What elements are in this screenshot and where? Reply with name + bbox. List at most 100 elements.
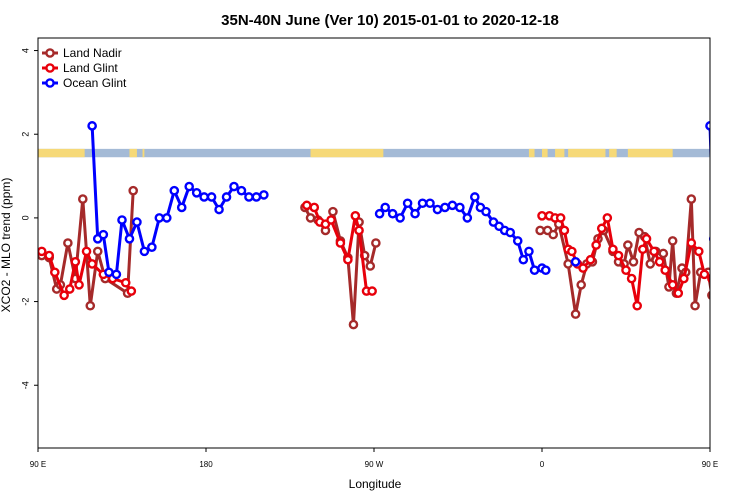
data-point-2-32	[425, 198, 435, 209]
land-segment-5	[542, 148, 548, 158]
data-point-2-31	[417, 198, 428, 209]
data-point-0-30	[576, 280, 587, 290]
y-tick-label-3: 2	[20, 132, 30, 137]
land-segment-3	[310, 148, 384, 158]
data-point-1-38	[613, 250, 624, 261]
plot-frame	[37, 37, 711, 449]
data-point-0-7	[85, 300, 96, 311]
data-point-1-52	[699, 269, 710, 280]
legend-marker-1	[45, 63, 55, 73]
data-point-1-34	[591, 240, 601, 250]
data-point-2-7	[132, 217, 142, 227]
data-point-2-6	[124, 234, 135, 244]
data-point-0-22	[365, 261, 376, 271]
data-point-2-2	[98, 229, 109, 240]
data-point-0-42	[645, 259, 656, 269]
data-point-1-45	[654, 257, 665, 267]
data-point-2-29	[402, 198, 413, 209]
land-segment-0	[38, 148, 85, 158]
data-point-1-14	[309, 202, 320, 213]
data-point-2-47	[524, 246, 534, 257]
data-point-2-45	[512, 236, 523, 246]
data-point-1-27	[555, 213, 566, 223]
data-point-1-32	[578, 263, 588, 273]
data-point-1-51	[694, 246, 704, 257]
data-point-0-4	[63, 238, 73, 248]
data-point-2-52	[705, 121, 710, 131]
land-segment-9	[627, 148, 673, 158]
data-point-2-10	[154, 213, 165, 223]
data-point-1-3	[59, 290, 69, 301]
data-point-1-46	[660, 265, 671, 275]
data-point-1-2	[50, 267, 60, 278]
data-point-0-29	[570, 309, 581, 319]
data-point-2-53	[708, 235, 710, 242]
data-point-2-8	[139, 246, 150, 257]
data-point-1-54	[714, 288, 721, 295]
data-point-2-18	[214, 204, 224, 215]
data-point-1-21	[354, 225, 364, 236]
data-point-0-13	[305, 213, 316, 223]
data-point-0-46	[667, 236, 678, 246]
series-line-0-1	[303, 206, 378, 327]
data-point-2-22	[244, 192, 254, 202]
data-point-0-55	[714, 187, 721, 194]
data-point-0-39	[628, 257, 639, 267]
data-point-2-13	[176, 202, 187, 213]
data-point-2-58	[738, 235, 745, 242]
data-point-2-0	[87, 121, 97, 131]
data-point-2-26	[380, 202, 391, 213]
land-segment-4	[528, 148, 535, 158]
data-point-2-20	[229, 181, 239, 192]
data-point-2-48	[529, 265, 540, 275]
data-point-0-38	[623, 240, 633, 250]
land-segment-6	[555, 148, 565, 158]
data-point-1-33	[585, 254, 596, 265]
data-point-0-50	[686, 194, 697, 204]
data-point-1-44	[649, 246, 659, 257]
data-point-0-16	[328, 206, 338, 217]
data-point-2-4	[111, 269, 122, 280]
data-point-1-40	[626, 273, 637, 284]
legend-marker-0	[45, 48, 55, 58]
data-point-1-37	[608, 244, 618, 255]
data-point-2-11	[161, 213, 172, 223]
series-line-2-0	[90, 125, 265, 276]
data-point-2-27	[387, 208, 398, 219]
y-tick-label-0: -4	[20, 381, 30, 389]
series-line-2-3	[708, 125, 710, 172]
data-point-1-28	[559, 225, 570, 236]
land-segment-2	[142, 148, 145, 158]
data-point-1-18	[335, 238, 346, 248]
data-point-2-15	[191, 187, 202, 198]
data-point-2-30	[410, 208, 420, 219]
data-point-0-54	[707, 290, 710, 300]
data-point-2-34	[440, 202, 450, 213]
data-point-0-19	[348, 319, 359, 330]
data-point-0-26	[548, 229, 559, 240]
x-tick-label-0: 90 E	[30, 460, 46, 469]
data-point-1-39	[621, 265, 631, 275]
data-point-2-36	[455, 202, 465, 213]
data-point-2-25	[374, 208, 385, 219]
data-point-2-33	[432, 204, 443, 215]
data-point-2-28	[395, 213, 405, 223]
data-point-2-21	[236, 185, 247, 196]
data-point-2-40	[481, 206, 491, 217]
data-point-2-23	[251, 192, 262, 202]
axis-ticks: 90 E 180 90 W 0 90 E -4 -2 0 2 4	[20, 48, 718, 469]
data-point-1-5	[70, 257, 81, 267]
data-point-1-1	[44, 250, 55, 261]
data-point-2-44	[505, 227, 516, 238]
data-point-0-24	[535, 225, 545, 236]
y-tick-label-4: 4	[20, 48, 30, 53]
data-point-2-59	[746, 218, 750, 225]
data-point-2-50	[540, 265, 551, 275]
chart-title: 35N-40N June (Ver 10) 2015-01-01 to 2020…	[221, 12, 559, 29]
data-point-2-19	[221, 192, 232, 202]
data-point-2-46	[518, 254, 529, 265]
data-point-1-48	[673, 288, 684, 299]
data-point-1-42	[638, 244, 648, 255]
legend-label-0: Land Nadir	[63, 46, 122, 60]
